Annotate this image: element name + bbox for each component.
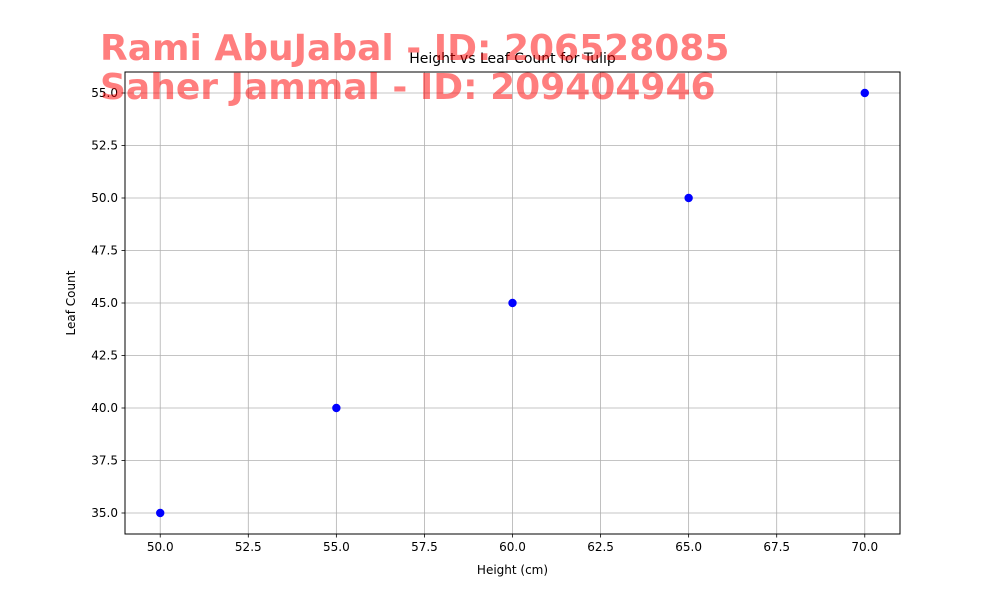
data-point [156,508,165,518]
data-point [684,193,693,203]
chart-title: Height vs Leaf Count for Tulip [409,51,616,67]
data-point [508,298,517,308]
y-tick-label: 47.5 [91,244,118,258]
x-tick-label: 55.0 [323,540,350,554]
data-points [156,88,869,518]
y-tick-label: 52.5 [91,139,118,153]
x-tick-label: 62.5 [587,540,614,554]
x-tick-label: 65.0 [675,540,702,554]
plot-frame [124,71,901,535]
x-axis-label: Height (cm) [477,563,548,577]
x-tick-label: 60.0 [499,540,526,554]
x-tick-label: 67.5 [763,540,790,554]
watermark-line-2: Saher Jammal - ID: 209404946 [100,67,716,108]
data-point [860,88,869,98]
y-tick-label: 37.5 [91,454,118,468]
y-tick-label: 42.5 [91,349,118,363]
y-tick-label: 55.0 [91,86,118,100]
x-tick-label: 52.5 [235,540,262,554]
x-tick-label: 50.0 [147,540,174,554]
y-tick-label: 40.0 [91,401,118,415]
y-tick-label: 45.0 [91,296,118,310]
data-point [332,403,341,413]
axis-ticks: 50.0 52.5 55.0 57.5 60.0 62.5 65.0 67.5 70.0 35.0… [91,86,878,554]
y-axis-label: Leaf Count [64,270,78,335]
watermark-line-1: Rami AbuJabal - ID: 206528085 [100,28,730,69]
x-tick-label: 57.5 [411,540,438,554]
y-tick-label: 50.0 [91,191,118,205]
y-tick-label: 35.0 [91,506,118,520]
x-tick-label: 70.0 [851,540,878,554]
